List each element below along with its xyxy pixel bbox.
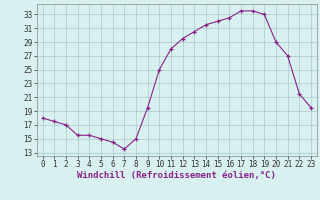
X-axis label: Windchill (Refroidissement éolien,°C): Windchill (Refroidissement éolien,°C) — [77, 171, 276, 180]
